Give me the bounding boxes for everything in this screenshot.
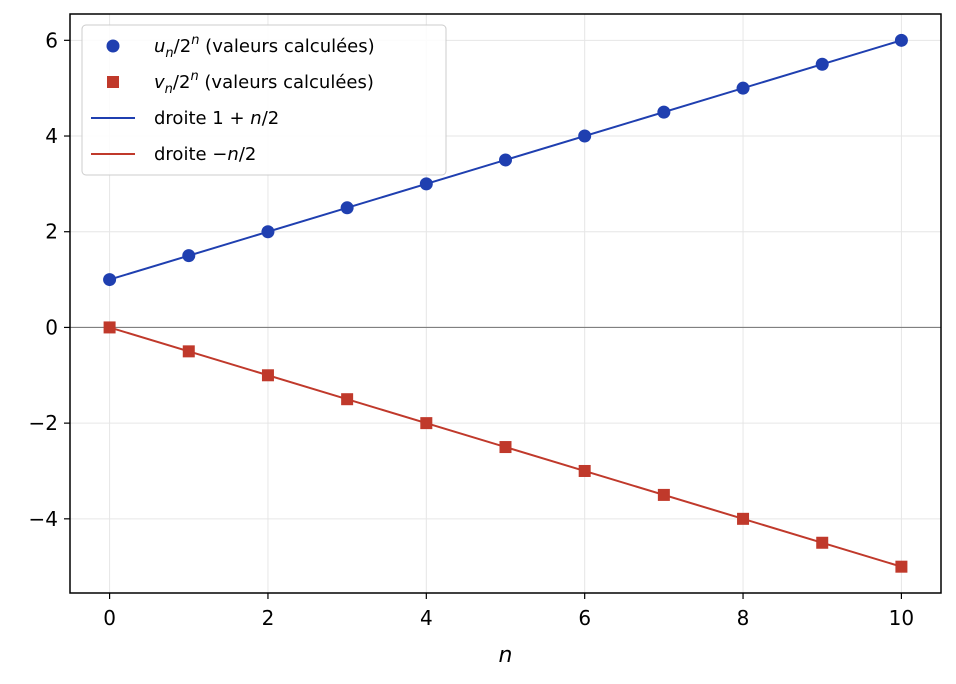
data-point-circle (736, 81, 750, 95)
legend: un/2n (valeurs calculées) vn/2n (valeurs … (81, 24, 447, 176)
x-tick-label: 2 (262, 606, 275, 630)
legend-label: un/2n (valeurs calculées) (154, 33, 375, 61)
data-point-square (578, 464, 591, 477)
data-point-square (737, 512, 750, 525)
y-tick-label: 2 (45, 220, 58, 244)
x-tick-label: 8 (737, 606, 750, 630)
data-point-circle (815, 57, 829, 71)
y-tick-label: −4 (29, 507, 58, 531)
x-axis: 0 2 4 6 8 10 (103, 593, 914, 630)
legend-marker-square (107, 76, 119, 88)
data-point-circle (103, 273, 117, 287)
data-point-circle (657, 105, 671, 119)
data-point-square (499, 441, 512, 454)
x-tick-label: 0 (103, 606, 116, 630)
legend-box (81, 24, 447, 176)
data-point-square (261, 369, 274, 382)
data-point-square (341, 393, 354, 406)
x-axis-title: n (499, 643, 513, 668)
data-point-square (420, 417, 433, 430)
data-point-square (816, 536, 829, 549)
legend-label: droite 1 + n/2 (154, 108, 279, 129)
legend-label: droite −n/2 (154, 144, 256, 165)
data-point-circle (894, 33, 908, 47)
data-point-circle (578, 129, 592, 143)
data-point-circle (340, 201, 354, 215)
data-point-circle (499, 153, 512, 167)
y-tick-label: −2 (29, 411, 58, 435)
data-point-circle (182, 249, 196, 263)
x-tick-label: 10 (889, 606, 914, 630)
data-point-square (182, 345, 195, 358)
y-tick-label: 4 (45, 124, 58, 148)
x-tick-label: 4 (420, 606, 433, 630)
series-markers (103, 33, 908, 573)
legend-label: vn/2n (valeurs calculées) (154, 69, 374, 97)
data-point-square (657, 488, 670, 501)
y-axis: −4 −2 0 2 4 6 (29, 28, 70, 531)
x-tick-label: 6 (578, 606, 591, 630)
data-point-square (895, 560, 908, 573)
y-tick-label: 6 (45, 28, 58, 52)
y-tick-label: 0 (45, 315, 58, 339)
data-point-circle (419, 177, 433, 191)
data-point-circle (261, 225, 275, 239)
plot-frame (69, 13, 942, 594)
legend-marker-circle (106, 39, 120, 53)
data-point-square (103, 321, 116, 334)
